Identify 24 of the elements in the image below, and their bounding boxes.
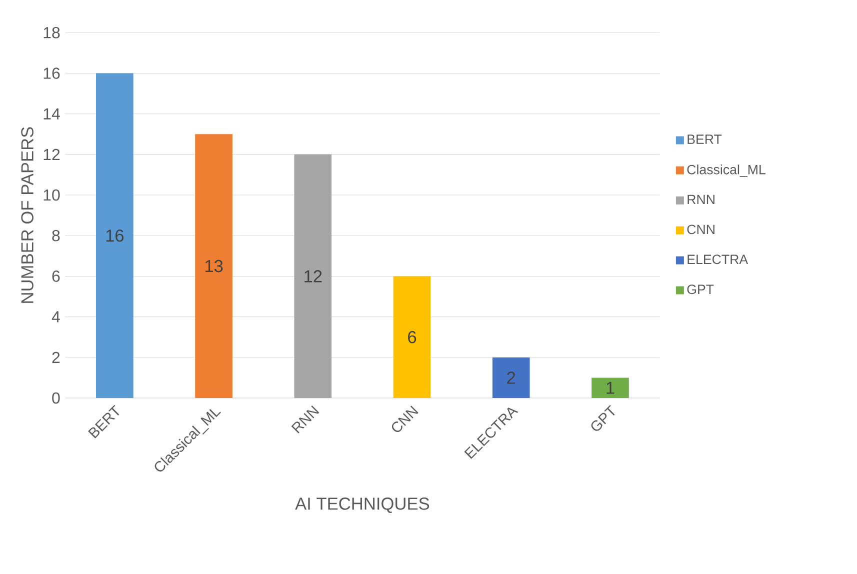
legend-label: GPT — [687, 284, 714, 294]
y-tick-label: 0 — [52, 392, 60, 404]
data-label: 6 — [408, 330, 416, 344]
y-tick-label: 2 — [52, 352, 60, 363]
y-tick-label: 8 — [52, 230, 60, 242]
y-tick-label: 10 — [44, 189, 60, 201]
y-tick-label: 12 — [44, 148, 60, 160]
y-tick-label: 4 — [52, 311, 60, 322]
x-axis-title: AI TECHNIQUES — [295, 498, 430, 513]
legend-label: RNN — [688, 194, 714, 204]
y-tick-label: 14 — [44, 108, 60, 120]
legend-label: CNN — [687, 224, 714, 234]
data-label: 1 — [606, 382, 614, 394]
legend-label: ELECTRA — [688, 254, 748, 264]
y-tick-label: 6 — [52, 270, 60, 282]
legend-label: Classical_ML — [687, 164, 766, 177]
data-label: 16 — [106, 229, 124, 242]
y-tick-label: 16 — [44, 68, 60, 79]
data-label: 2 — [507, 372, 516, 384]
data-label: 12 — [304, 270, 322, 282]
data-label: 13 — [205, 260, 223, 272]
y-axis-title: NUMBER OF PAPERS — [21, 127, 34, 303]
legend-label: BERT — [688, 134, 722, 144]
y-tick-label: 18 — [44, 27, 60, 38]
